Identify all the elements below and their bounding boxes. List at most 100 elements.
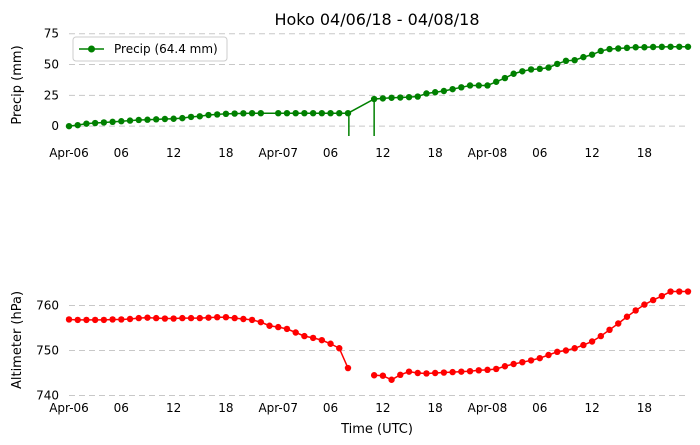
altimeter-y-tick-label: 740	[36, 389, 59, 403]
precip-data-point	[527, 66, 535, 73]
precip-data-point	[196, 113, 203, 120]
altimeter-y-tick-label: 760	[36, 299, 59, 313]
altimeter-x-tick-label: Apr-07	[258, 401, 298, 415]
precip-data-point	[65, 122, 73, 130]
precip-data-point	[562, 57, 570, 65]
precip-x-tick-label: 06	[323, 146, 338, 160]
precip-data-point	[414, 93, 421, 100]
precip-data-point	[658, 43, 666, 51]
precip-data-point	[501, 74, 509, 82]
precip-data-point	[179, 114, 186, 122]
precip-data-point	[231, 110, 238, 117]
precip-data-point	[641, 44, 648, 51]
precip-x-tick-label: Apr-06	[49, 146, 89, 160]
altimeter-data-point	[658, 292, 666, 300]
altimeter-data-point	[580, 341, 587, 349]
altimeter-data-point	[327, 340, 334, 347]
altimeter-data-point	[667, 288, 674, 295]
precip-series	[65, 43, 692, 136]
altimeter-data-point	[397, 371, 404, 378]
precip-y-tick-label: 25	[44, 88, 59, 102]
precip-y-tick-label: 75	[44, 27, 59, 41]
altimeter-data-point	[257, 318, 265, 326]
altimeter-x-tick-label: 06	[114, 401, 129, 415]
altimeter-x-tick-label: 06	[532, 401, 547, 415]
altimeter-data-point	[214, 314, 221, 321]
precip-data-point	[623, 44, 631, 52]
altimeter-data-point	[615, 320, 622, 327]
precip-data-point	[301, 109, 308, 117]
altimeter-data-point	[370, 372, 378, 379]
altimeter-data-point	[597, 332, 605, 340]
precip-data-point	[588, 51, 596, 58]
altimeter-data-point	[545, 351, 552, 359]
precip-data-point	[449, 85, 456, 93]
precip-data-point	[248, 109, 256, 117]
precip-data-point	[405, 93, 413, 101]
altimeter-x-tick-label: 06	[323, 401, 338, 415]
altimeter-data-point	[466, 368, 474, 375]
altimeter-data-point	[118, 316, 125, 323]
altimeter-data-point	[492, 365, 500, 373]
altimeter-data-point	[588, 338, 596, 345]
legend-marker-swatch	[88, 45, 95, 53]
altimeter-data-point	[161, 315, 169, 322]
altimeter-data-point	[676, 288, 683, 295]
altimeter-data-point	[83, 316, 90, 324]
precip-data-point	[109, 118, 116, 126]
precip-data-point	[91, 119, 99, 127]
altimeter-data-point	[641, 301, 648, 308]
precip-data-point	[187, 113, 195, 121]
altimeter-data-point	[684, 288, 692, 295]
altimeter-data-point	[74, 316, 81, 324]
altimeter-x-tick-label: 18	[218, 401, 233, 415]
altimeter-data-point	[65, 316, 73, 323]
precip-data-point	[492, 78, 500, 85]
altimeter-data-point	[126, 315, 134, 323]
altimeter-data-point	[179, 314, 186, 322]
precip-data-point	[632, 44, 639, 51]
altimeter-data-point	[309, 334, 317, 342]
altimeter-gridlines	[69, 305, 688, 396]
precip-data-point	[615, 45, 622, 52]
altimeter-data-point	[301, 332, 308, 340]
precip-data-point	[214, 111, 221, 118]
altimeter-data-point	[536, 354, 543, 362]
precip-data-point	[388, 94, 395, 101]
altimeter-data-point	[554, 348, 561, 356]
precip-data-point	[423, 90, 430, 97]
altimeter-data-point	[519, 359, 526, 366]
altimeter-data-point	[388, 376, 395, 383]
altimeter-data-point	[240, 315, 247, 323]
precip-data-point	[318, 109, 326, 117]
precip-data-point	[475, 82, 482, 89]
precip-data-point	[676, 43, 683, 50]
altimeter-data-point	[205, 314, 212, 321]
legend-label: Precip (64.4 mm)	[114, 42, 218, 56]
precip-data-point	[205, 111, 212, 119]
precip-x-tick-label: 18	[428, 146, 443, 160]
altimeter-y-ticks: 740 750 760	[36, 299, 59, 403]
precip-panel: Hoko 04/06/18 - 04/08/18 0 25 50 75 Apr-06 0…	[10, 10, 692, 160]
altimeter-y-tick-label: 750	[36, 344, 59, 358]
precip-x-tick-label: Apr-08	[468, 146, 508, 160]
altimeter-data-point	[283, 325, 291, 333]
precip-data-point	[667, 43, 674, 50]
altimeter-data-point	[414, 369, 421, 377]
altimeter-x-tick-label: 12	[375, 401, 390, 415]
precip-data-point	[100, 119, 108, 126]
altimeter-x-tick-label: 18	[428, 401, 443, 415]
altimeter-x-tick-label: Apr-06	[49, 401, 89, 415]
precip-data-point	[571, 56, 578, 64]
altimeter-data-point	[248, 316, 256, 324]
precip-data-point	[336, 109, 343, 117]
altimeter-data-point	[606, 326, 613, 333]
precip-data-point	[466, 82, 474, 89]
precip-data-point	[292, 109, 299, 117]
precip-data-point	[135, 116, 142, 124]
altimeter-data-point	[144, 314, 151, 321]
altimeter-panel: 740 750 760 Apr-06 06 12 18 Apr-07 06 12 18 Apr-08…	[10, 288, 692, 437]
altimeter-data-point	[152, 314, 160, 322]
precip-data-point	[397, 94, 404, 101]
